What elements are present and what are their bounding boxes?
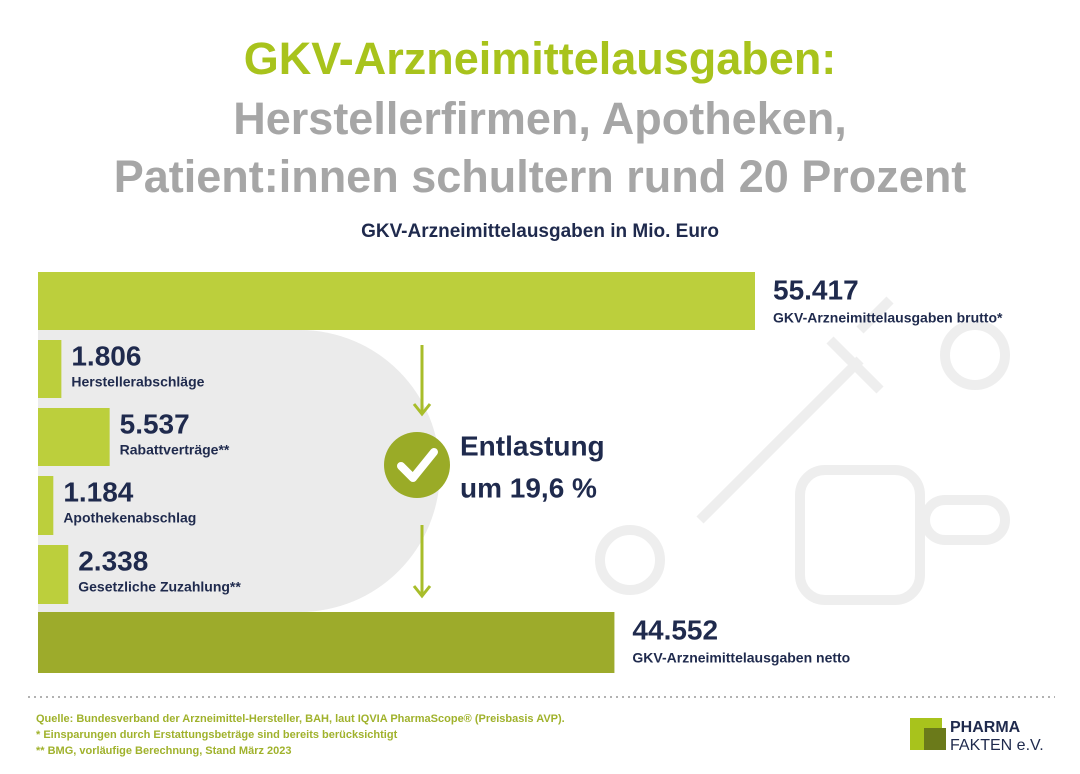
bar: [38, 272, 755, 330]
check-icon: [384, 432, 450, 498]
value-label: 44.552: [632, 614, 718, 645]
category-label: GKV-Arzneimittelausgaben netto: [632, 650, 850, 666]
logo-text: FAKTEN e.V.: [950, 737, 1044, 754]
bar: [38, 612, 615, 673]
value-label: 2.338: [78, 545, 148, 576]
category-label: GKV-Arzneimittelausgaben brutto*: [773, 310, 1003, 326]
value-label: 1.184: [63, 476, 133, 507]
category-label: Apothekenabschlag: [63, 510, 196, 526]
category-label: Rabattverträge**: [120, 442, 230, 458]
value-label: 1.806: [71, 340, 141, 371]
bar: [38, 340, 62, 398]
title: Herstellerfirmen, Apotheken,: [233, 93, 847, 144]
background-shape: [38, 330, 440, 612]
arrows: [412, 345, 432, 599]
category-label: Herstellerabschläge: [71, 374, 204, 390]
annotation: um 19,6 %: [460, 472, 597, 503]
check-mark: [397, 448, 438, 482]
annotation: Entlastung: [460, 430, 605, 461]
logo-text: PHARMA: [950, 719, 1021, 736]
category-label: Gesetzliche Zuzahlung**: [78, 579, 241, 595]
decoration: [595, 296, 1010, 605]
source: ** BMG, vorläufige Berechnung, Stand Mär…: [36, 745, 292, 757]
bar: [38, 476, 54, 535]
title: GKV-Arzneimittelausgaben:: [244, 33, 837, 84]
title: Patient:innen schultern rund 20 Prozent: [114, 151, 967, 202]
value-label: 55.417: [773, 274, 859, 305]
subtitle: GKV-Arzneimittelausgaben in Mio. Euro: [361, 221, 719, 242]
bar: [38, 545, 69, 604]
source: Quelle: Bundesverband der Arzneimittel-H…: [36, 713, 565, 725]
value-label: 5.537: [120, 408, 190, 439]
source: * Einsparungen durch Erstattungsbeträge …: [36, 729, 398, 741]
bar: [38, 408, 110, 466]
logo-icon: [924, 728, 946, 750]
